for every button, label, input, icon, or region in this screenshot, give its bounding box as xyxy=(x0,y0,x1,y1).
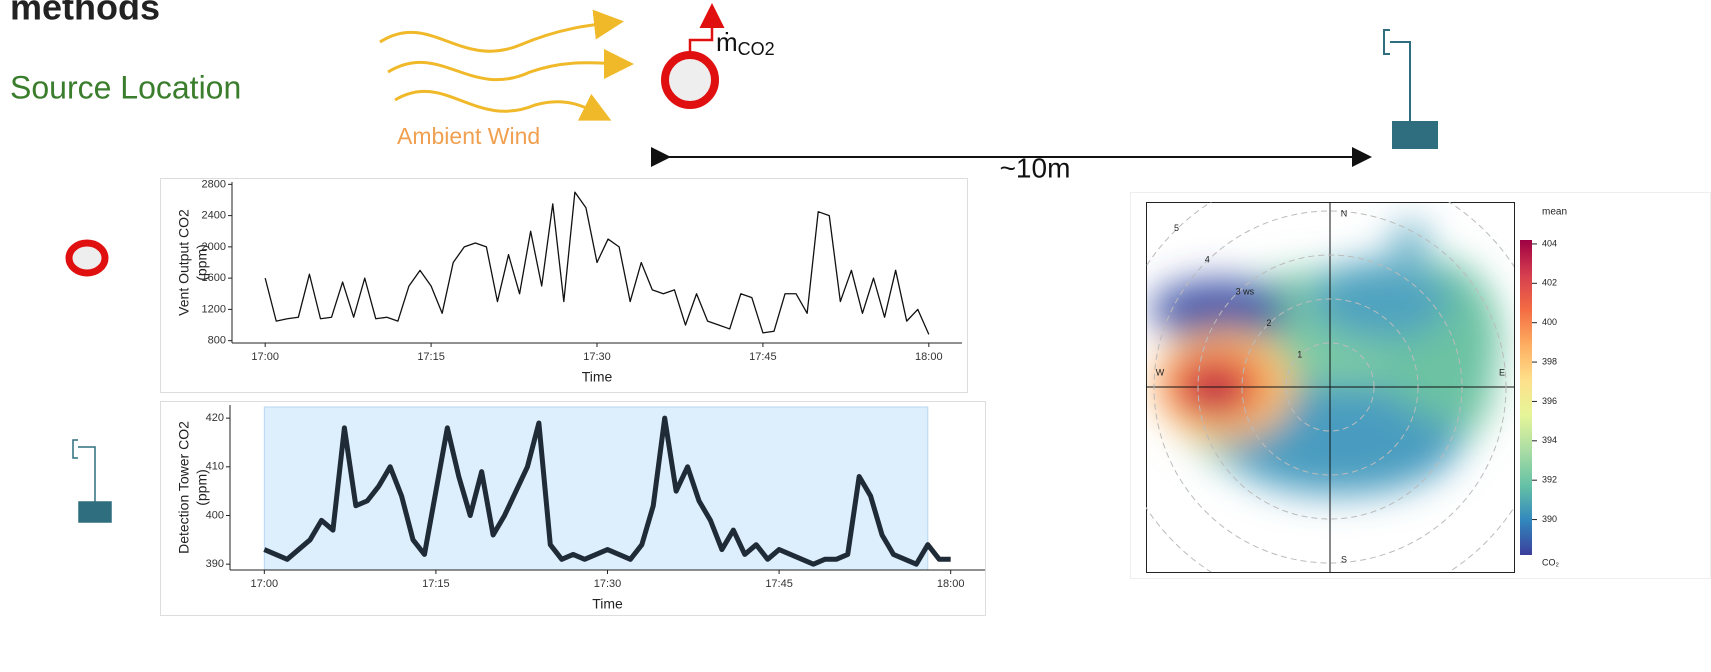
tower-icon xyxy=(1384,30,1437,148)
compass-label: W xyxy=(1156,367,1165,377)
x-axis-label: Time xyxy=(582,369,613,385)
compass-label: N xyxy=(1341,208,1348,218)
x-tick-label: 17:00 xyxy=(251,351,279,363)
x-tick-label: 17:30 xyxy=(594,578,622,590)
y-tick-label: 390 xyxy=(206,558,224,570)
x-tick-label: 18:00 xyxy=(915,351,943,363)
flux-arrow xyxy=(690,8,712,55)
compass-label: E xyxy=(1499,367,1505,377)
colorbar-tick-label: 398 xyxy=(1542,356,1557,366)
y-axis-label: (ppm) xyxy=(194,244,210,281)
colorbar-tick-label: 396 xyxy=(1542,396,1557,406)
colorbar xyxy=(1520,240,1532,555)
subheading: Source Location xyxy=(10,69,241,105)
tower-icon-small xyxy=(73,440,111,522)
colorbar-tick-label: 392 xyxy=(1542,475,1557,485)
y-tick-label: 2800 xyxy=(202,178,226,190)
highlight-band xyxy=(264,407,927,570)
x-tick-label: 17:15 xyxy=(417,351,445,363)
x-tick-label: 17:15 xyxy=(422,578,450,590)
y-axis-label: Detection Tower CO2 xyxy=(176,421,192,554)
vent-icon-small xyxy=(69,243,105,273)
flux-subscript: CO2 xyxy=(738,39,775,59)
x-tick-label: 17:00 xyxy=(251,578,279,590)
colorbar-tick-label: 390 xyxy=(1542,514,1557,524)
ring-label: 5 xyxy=(1174,223,1179,233)
flux-symbol: ṁ xyxy=(716,27,738,57)
x-tick-label: 17:45 xyxy=(749,351,777,363)
y-tick-label: 800 xyxy=(208,335,226,347)
colorbar-tick-label: 394 xyxy=(1542,435,1557,445)
ring-label: 1 xyxy=(1297,350,1302,360)
ring-label: 2 xyxy=(1266,318,1271,328)
y-tick-label: 420 xyxy=(206,412,224,424)
colorbar-label: CO₂ xyxy=(1542,557,1560,567)
colorbar-tick-label: 404 xyxy=(1542,238,1557,248)
colorbar-tick-label: 400 xyxy=(1542,317,1557,327)
colorbar-tick-label: 402 xyxy=(1542,278,1557,288)
flux-label: ṁCO2 xyxy=(716,27,775,59)
y-axis-label: (ppm) xyxy=(194,469,210,506)
x-tick-label: 18:00 xyxy=(937,578,965,590)
compass-label: S xyxy=(1341,554,1347,564)
ring-label: 3 ws xyxy=(1236,286,1255,296)
y-tick-label: 1200 xyxy=(202,303,226,315)
x-tick-label: 17:30 xyxy=(583,351,611,363)
y-tick-label: 400 xyxy=(206,509,224,521)
x-tick-label: 17:45 xyxy=(765,578,793,590)
wind-arrows xyxy=(380,22,628,118)
vent-icon xyxy=(665,55,715,105)
y-tick-label: 2400 xyxy=(202,210,226,222)
slide: methods Source Location Ambient Wind ṁCO… xyxy=(0,0,1711,672)
distance-label: ~10m xyxy=(1000,152,1071,183)
wind-label: Ambient Wind xyxy=(397,123,540,149)
x-axis-label: Time xyxy=(592,596,623,612)
heading: methods xyxy=(10,0,160,28)
y-axis-label: Vent Output CO2 xyxy=(176,209,192,316)
colorbar-title: mean xyxy=(1542,207,1567,218)
ring-label: 4 xyxy=(1205,255,1210,265)
